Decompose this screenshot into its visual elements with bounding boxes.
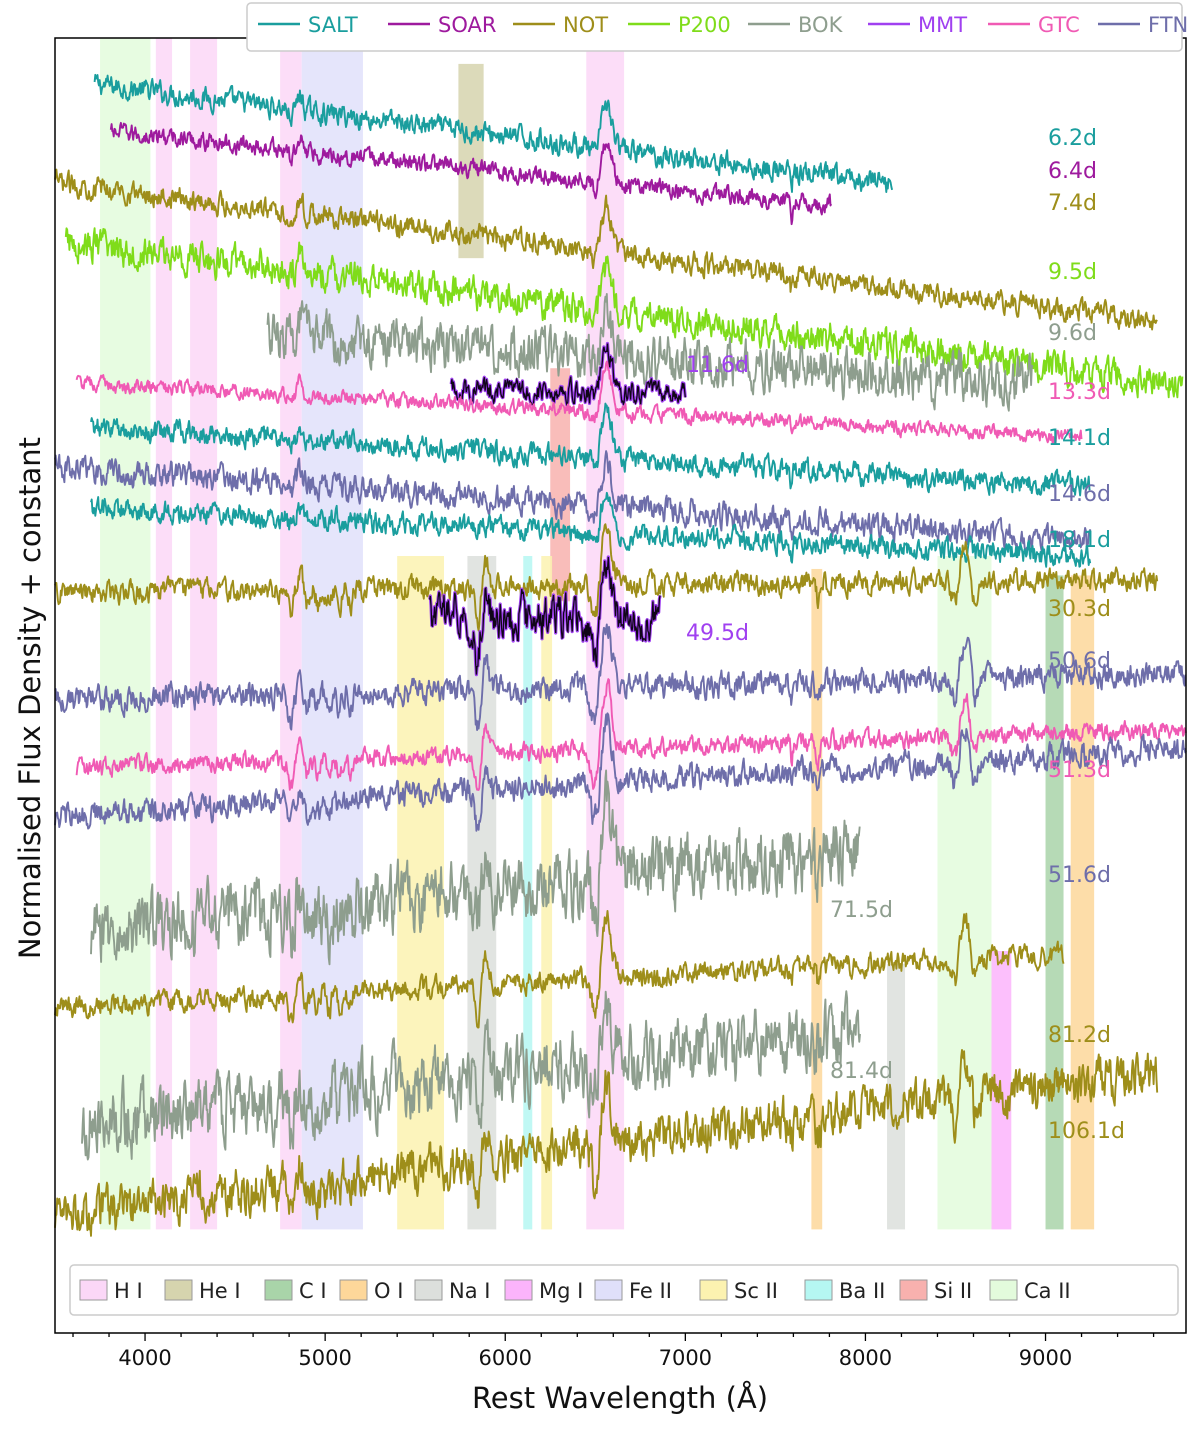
epoch-label-18p1d: 18.1d	[1048, 528, 1111, 553]
species-legend-swatch-na-i	[414, 1279, 443, 1301]
species-legend-label-o-i: O I	[374, 1279, 403, 1303]
telescope-legend-label-bok: BOK	[798, 13, 844, 37]
species-legend-swatch-sc-ii	[699, 1279, 728, 1301]
x-tick-label-7000: 7000	[659, 1346, 712, 1370]
epoch-label-9p5d: 9.5d	[1048, 260, 1097, 285]
telescope-legend-label-not: NOT	[563, 13, 608, 37]
telescope-legend-label-soar: SOAR	[438, 13, 496, 37]
spectrum-7p4d	[54, 168, 1158, 331]
species-legend-label-sc-ii: Sc II	[734, 1279, 778, 1303]
species-legend-label-mg-i: Mg I	[539, 1279, 583, 1303]
x-tick-label-6000: 6000	[479, 1346, 532, 1370]
species-legend-swatch-he-i	[164, 1279, 193, 1301]
x-axis-title: Rest Wavelength (Å)	[472, 1381, 768, 1415]
spectrum-18p1d	[90, 491, 1092, 568]
spectrum-30p3d	[54, 523, 1159, 632]
epoch-label-14p6d: 14.6d	[1048, 482, 1111, 507]
spectrum-50p6d	[54, 623, 1187, 731]
spectrum-smoothed-49p5d	[428, 556, 661, 675]
region-na-i-14	[887, 963, 906, 1230]
epoch-label-11p6d: 11.6d	[686, 353, 749, 378]
epoch-label-71p5d: 71.5d	[830, 898, 893, 923]
telescope-legend-label-p200: P200	[678, 13, 731, 37]
species-legend-label-ba-ii: Ba II	[839, 1279, 885, 1303]
species-legend-swatch-h-i	[79, 1279, 108, 1301]
species-legend-swatch-mg-i	[504, 1279, 533, 1301]
region-ca-ii-0	[100, 38, 151, 1230]
species-legend-swatch-c-i	[264, 1279, 293, 1301]
region-h-i-1	[155, 38, 173, 1230]
telescope-legend-label-ftn: FTN	[1148, 13, 1188, 37]
species-legend-swatch-si-ii	[899, 1279, 928, 1301]
x-tick-label-5000: 5000	[298, 1346, 351, 1370]
species-legend-label-he-i: He I	[199, 1279, 241, 1303]
x-tick-label-8000: 8000	[839, 1346, 892, 1370]
region-fe-ii-4	[301, 38, 363, 1230]
species-legend-swatch-ca-ii	[989, 1279, 1018, 1301]
species-legend-swatch-ba-ii	[804, 1279, 833, 1301]
telescope-legend: SALT SOAR NOT P200 BOK MMT GTC FTN	[246, 2, 1188, 52]
spectrum-13p3d	[75, 360, 1083, 445]
spectra-series	[54, 73, 1187, 1237]
spectrum-6p2d	[93, 73, 894, 194]
epoch-label-30p3d: 30.3d	[1048, 597, 1111, 622]
region-h-i-2	[190, 38, 218, 1230]
region-si-ii-7	[550, 368, 571, 602]
epoch-label-14p1d: 14.1d	[1048, 426, 1111, 451]
epoch-label-51p3d: 51.3d	[1048, 758, 1111, 783]
spectrum-14p1d	[90, 402, 1091, 497]
spectrum-81p4d	[81, 990, 861, 1161]
epoch-label-13p3d: 13.3d	[1048, 380, 1111, 405]
species-legend-label-ca-ii: Ca II	[1024, 1279, 1071, 1303]
epoch-label-9p6d: 9.6d	[1048, 321, 1097, 346]
x-tick-label-4000: 4000	[118, 1346, 171, 1370]
species-legend-label-si-ii: Si II	[934, 1279, 972, 1303]
y-axis-title: Normalised Flux Density + constant	[13, 437, 47, 959]
species-legend-label-na-i: Na I	[449, 1279, 490, 1303]
species-legend-label-fe-ii: Fe II	[629, 1279, 672, 1303]
x-tick-label-9000: 9000	[1019, 1346, 1072, 1370]
epoch-labels: 6.2d 6.4d 7.4d 9.5d 9.6d 11.6d 13.3d 14.1d 14.6d…	[686, 126, 1125, 1144]
epoch-label-81p4d: 81.4d	[830, 1059, 893, 1084]
region-ca-ii-13	[937, 556, 992, 1230]
epoch-label-106p1d: 106.1d	[1048, 1119, 1125, 1144]
spectrum-51p3d	[75, 678, 1187, 791]
spectrum-6p4d	[109, 121, 833, 226]
spectrum-smoothed-11p6d	[450, 343, 686, 407]
telescope-legend-label-gtc: GTC	[1038, 13, 1080, 37]
telescope-legend-label-salt: SALT	[308, 13, 358, 37]
species-legend-swatch-o-i	[339, 1279, 368, 1301]
line-species-legend-frame	[69, 1264, 1179, 1316]
line-species-legend: H I He I C I O I Na I Mg I Fe II Sc II Ba II Si I…	[69, 1264, 1179, 1316]
epoch-label-49p5d: 49.5d	[686, 621, 749, 646]
species-legend-swatch-fe-ii	[594, 1279, 623, 1301]
spectrum-9p5d	[64, 227, 1184, 399]
region-c-i-16	[1045, 575, 1064, 1230]
epoch-label-6p2d: 6.2d	[1048, 126, 1097, 151]
axes: 4000 5000 6000 7000 8000 9000	[54, 37, 1187, 1370]
species-legend-label-c-i: C I	[299, 1279, 327, 1303]
epoch-label-7p4d: 7.4d	[1048, 191, 1097, 216]
spectrum-106p1d	[54, 1048, 1159, 1237]
spectrum-9p6d	[266, 293, 1034, 412]
epoch-label-51p6d: 51.6d	[1048, 863, 1111, 888]
spectrum-71p5d	[90, 769, 861, 966]
epoch-label-81p2d: 81.2d	[1048, 1023, 1111, 1048]
epoch-label-6p4d: 6.4d	[1048, 159, 1097, 184]
spectrum-14p6d	[54, 450, 1092, 555]
telescope-legend-label-mmt: MMT	[918, 13, 967, 37]
spectrum-51p6d	[54, 712, 1187, 832]
telescope-legend-frame	[246, 2, 1183, 52]
spectrum-81p2d	[54, 909, 1065, 1029]
epoch-label-50p6d: 50.6d	[1048, 649, 1111, 674]
species-legend-label-h-i: H I	[114, 1279, 143, 1303]
